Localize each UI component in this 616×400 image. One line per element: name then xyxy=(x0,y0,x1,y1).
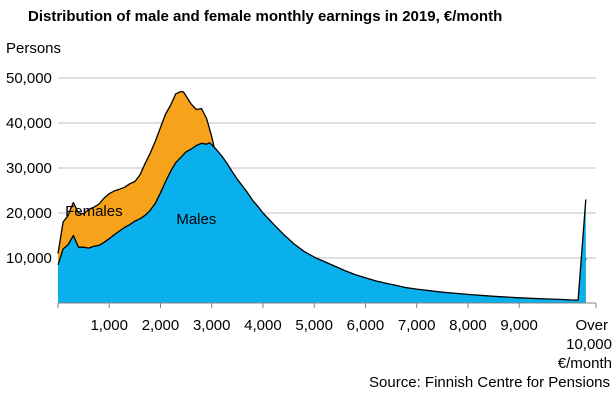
x-tick-label: 7,000 xyxy=(398,317,436,334)
chart-title: Distribution of male and female monthly … xyxy=(28,8,503,25)
source-note: Source: Finnish Centre for Pensions xyxy=(369,374,610,391)
x-tick-label-over: Over 10,000 €/month xyxy=(558,317,612,372)
y-tick-label: 30,000 xyxy=(6,160,52,177)
series-label-males: Males xyxy=(176,211,216,228)
y-tick-label: 10,000 xyxy=(6,250,52,267)
x-tick-label: 3,000 xyxy=(193,317,231,334)
y-tick-label: 20,000 xyxy=(6,205,52,222)
series-label-females: Females xyxy=(65,203,123,220)
x-tick-label: 9,000 xyxy=(500,317,538,334)
x-tick-label: 8,000 xyxy=(449,317,487,334)
series-areas xyxy=(57,90,587,303)
series-labels: Females Males xyxy=(65,203,216,228)
series-line-males xyxy=(57,142,587,301)
y-axis-label: Persons xyxy=(6,40,62,57)
y-tick-label: 40,000 xyxy=(6,115,52,132)
axes xyxy=(57,302,597,308)
tick-labels: 10,000 20,000 30,000 40,000 50,000 1,000 2,000… xyxy=(6,70,612,372)
x-tick-label: 4,000 xyxy=(244,317,282,334)
x-tick-label: 2,000 xyxy=(142,317,180,334)
x-tick-label: 1,000 xyxy=(90,317,128,334)
series-area-males xyxy=(58,142,586,303)
y-tick-label: 50,000 xyxy=(6,70,52,87)
x-tick-label: 5,000 xyxy=(295,317,333,334)
x-tick-label: 6,000 xyxy=(347,317,385,334)
